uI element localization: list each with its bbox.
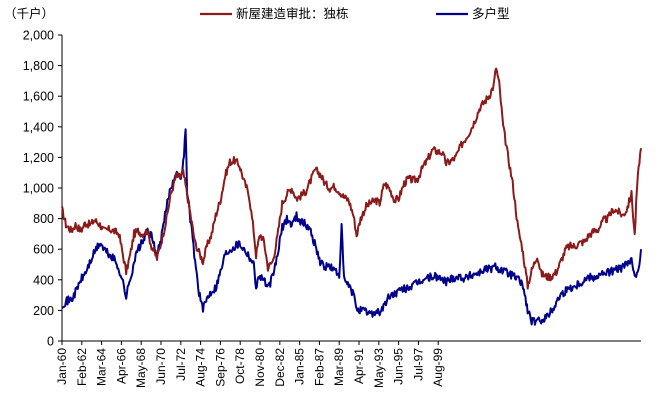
x-tick-label: Aug-99 bbox=[431, 348, 445, 387]
series-layer bbox=[61, 67, 642, 326]
series-line-multi-family bbox=[61, 128, 642, 326]
x-tick-label: Jul-72 bbox=[174, 348, 188, 381]
x-tick-label: Sep-76 bbox=[213, 348, 227, 387]
x-tick-label: Nov-80 bbox=[253, 348, 267, 387]
y-tick-label: 800 bbox=[33, 212, 54, 226]
x-tick-label: May-68 bbox=[134, 348, 148, 388]
x-tick-label: Dec-82 bbox=[273, 348, 287, 387]
x-tick-label: Mar-89 bbox=[332, 348, 346, 386]
y-tick-label: 0 bbox=[47, 335, 54, 349]
x-tick-label: Feb-62 bbox=[75, 348, 89, 386]
x-tick-label: Apr-66 bbox=[114, 348, 128, 384]
x-tick-label: May-93 bbox=[372, 348, 386, 388]
legend: 新屋建造审批：独栋 多户型 bbox=[200, 6, 510, 21]
y-tick-label: 1,200 bbox=[23, 151, 54, 165]
y-tick-label: 400 bbox=[33, 273, 54, 287]
y-tick-label: 2,000 bbox=[23, 29, 54, 43]
x-tick-label: Jun-95 bbox=[392, 348, 406, 385]
x-tick-label: Aug-74 bbox=[194, 348, 208, 387]
x-tick-label: Jan-85 bbox=[293, 348, 307, 385]
x-tick-label: Apr-91 bbox=[352, 348, 366, 384]
y-tick-label: 600 bbox=[33, 243, 54, 257]
x-tick-label: Oct-78 bbox=[233, 348, 247, 384]
y-tick-label: 1,400 bbox=[23, 120, 54, 134]
y-tick-label: 1,600 bbox=[23, 90, 54, 104]
legend-label-single-family: 新屋建造审批：独栋 bbox=[236, 6, 349, 21]
x-tick-label: Jul-97 bbox=[411, 348, 425, 381]
x-axis: Jan-60 Feb-62 Mar-64 Apr-66 May-68 Jun-70 Jul-… bbox=[55, 340, 641, 388]
x-tick-label: Jun-70 bbox=[154, 348, 168, 385]
y-tick-label: 200 bbox=[33, 304, 54, 318]
legend-label-multi-family: 多户型 bbox=[472, 6, 510, 21]
y-tick-label: 1,800 bbox=[23, 59, 54, 73]
y-axis: 0 200 400 600 800 1,000 1,200 1,400 1,600 1,800 2,… bbox=[23, 29, 63, 349]
x-tick-label: Feb-87 bbox=[312, 348, 326, 386]
y-unit-label: （千户） bbox=[4, 6, 54, 21]
x-tick-label: Mar-64 bbox=[95, 348, 109, 386]
series-line-single-family bbox=[61, 67, 642, 290]
y-tick-label: 1,000 bbox=[23, 182, 54, 196]
x-tick-label: Jan-60 bbox=[55, 348, 69, 385]
